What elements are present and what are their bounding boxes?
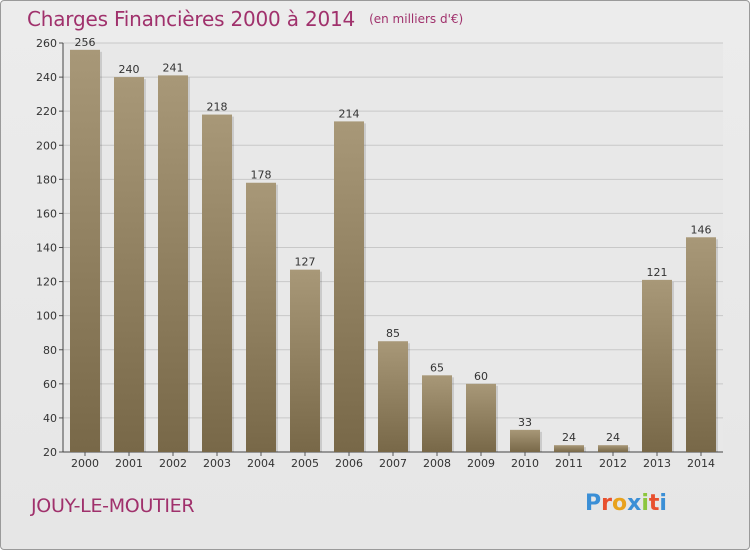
data-label: 24 xyxy=(606,431,620,444)
x-tick-label: 2011 xyxy=(555,457,583,470)
logo-letter: x xyxy=(627,491,642,516)
commune-name: JOUY-LE-MOUTIER xyxy=(31,495,195,517)
y-tick-label: 20 xyxy=(43,446,57,459)
logo-letter: P xyxy=(585,491,602,516)
x-tick-label: 2008 xyxy=(423,457,451,470)
data-label: 65 xyxy=(430,361,444,374)
data-label: 241 xyxy=(163,61,184,74)
data-label: 146 xyxy=(691,223,712,236)
logo-letter: i xyxy=(641,491,649,516)
y-tick-label: 100 xyxy=(36,310,57,323)
bar xyxy=(598,445,628,452)
y-tick-label: 40 xyxy=(43,412,57,425)
y-tick-label: 80 xyxy=(43,344,57,357)
bar xyxy=(334,121,364,453)
y-tick-label: 160 xyxy=(36,207,57,220)
y-tick-label: 120 xyxy=(36,276,57,289)
bar xyxy=(378,341,408,452)
logo-letter: r xyxy=(601,491,612,516)
x-tick-label: 2006 xyxy=(335,457,363,470)
logo-letter: t xyxy=(648,491,660,516)
x-tick-label: 2013 xyxy=(643,457,671,470)
proxiti-logo: Proxiti xyxy=(585,491,667,516)
y-tick-label: 60 xyxy=(43,378,57,391)
bar xyxy=(290,269,320,452)
bar xyxy=(422,375,452,452)
x-tick-label: 2002 xyxy=(159,457,187,470)
x-tick-label: 2001 xyxy=(115,457,143,470)
data-label: 33 xyxy=(518,416,532,429)
logo-letter: i xyxy=(659,491,667,516)
data-label: 214 xyxy=(339,107,360,120)
x-tick-label: 2000 xyxy=(71,457,99,470)
y-tick-label: 140 xyxy=(36,242,57,255)
y-tick-label: 180 xyxy=(36,173,57,186)
data-label: 85 xyxy=(386,327,400,340)
data-label: 60 xyxy=(474,370,488,383)
x-tick-label: 2004 xyxy=(247,457,275,470)
x-tick-label: 2010 xyxy=(511,457,539,470)
y-tick-label: 200 xyxy=(36,139,57,152)
bar xyxy=(686,237,716,452)
data-label: 24 xyxy=(562,431,576,444)
data-label: 127 xyxy=(295,256,316,269)
bar xyxy=(642,279,672,452)
data-label: 240 xyxy=(119,63,140,76)
bar xyxy=(158,75,188,453)
x-tick-label: 2005 xyxy=(291,457,319,470)
bar xyxy=(70,49,100,453)
y-tick-label: 240 xyxy=(36,71,57,84)
data-label: 256 xyxy=(75,36,96,49)
x-tick-label: 2003 xyxy=(203,457,231,470)
bar xyxy=(554,445,584,452)
chart-title: Charges Financières 2000 à 2014 xyxy=(27,7,356,31)
data-label: 218 xyxy=(207,101,228,114)
chart-subtitle: (en milliers d'€) xyxy=(369,12,464,26)
bar xyxy=(114,77,144,452)
bar xyxy=(466,383,496,452)
y-tick-label: 220 xyxy=(36,105,57,118)
bar xyxy=(510,429,540,452)
bar xyxy=(246,182,276,452)
x-tick-label: 2014 xyxy=(687,457,715,470)
chart-header: Charges Financières 2000 à 2014 (en mill… xyxy=(27,7,463,31)
data-label: 178 xyxy=(251,169,272,182)
x-tick-label: 2012 xyxy=(599,457,627,470)
data-label: 121 xyxy=(647,266,668,279)
bar xyxy=(202,114,232,452)
x-tick-label: 2007 xyxy=(379,457,407,470)
y-tick-label: 260 xyxy=(36,37,57,50)
logo-letter: o xyxy=(611,491,628,516)
x-tick-label: 2009 xyxy=(467,457,495,470)
